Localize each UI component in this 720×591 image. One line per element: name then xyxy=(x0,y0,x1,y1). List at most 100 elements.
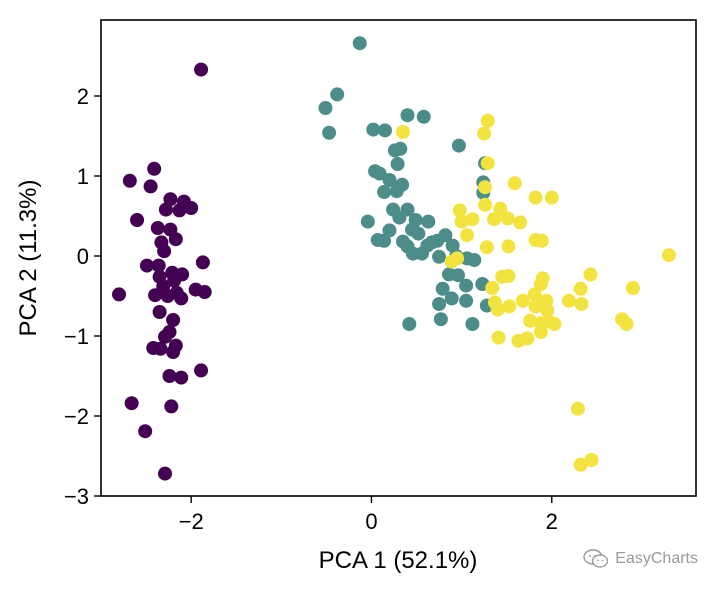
x-tick-label: −2 xyxy=(179,509,204,534)
scatter-point-cluster-1 xyxy=(174,370,189,385)
scatter-point-cluster-3 xyxy=(501,239,516,254)
scatter-point-cluster-2 xyxy=(322,125,337,140)
scatter-point-cluster-1 xyxy=(194,62,209,77)
scatter-point-cluster-2 xyxy=(459,293,474,308)
y-axis-title: PCA 2 (11.3%) xyxy=(15,180,42,337)
scatter-point-cluster-2 xyxy=(432,297,447,311)
scatter-point-cluster-1 xyxy=(158,202,173,217)
y-tick-label: −2 xyxy=(64,404,89,429)
watermark-text: EasyCharts xyxy=(615,550,698,567)
scatter-point-cluster-1 xyxy=(174,291,189,306)
scatter-point-cluster-3 xyxy=(583,267,598,282)
scatter-points xyxy=(112,36,676,481)
scatter-point-cluster-2 xyxy=(411,226,426,241)
scatter-point-cluster-3 xyxy=(527,287,542,302)
scatter-point-cluster-3 xyxy=(452,203,467,218)
scatter-point-cluster-2 xyxy=(377,233,392,248)
scatter-point-cluster-1 xyxy=(151,258,166,273)
scatter-point-cluster-3 xyxy=(487,212,502,227)
scatter-point-cluster-3 xyxy=(528,299,543,314)
scatter-point-cluster-1 xyxy=(195,255,210,270)
scatter-point-cluster-3 xyxy=(533,325,548,339)
y-tick-label: −1 xyxy=(64,324,89,349)
scatter-point-cluster-1 xyxy=(112,287,127,302)
scatter-point-cluster-1 xyxy=(148,288,163,303)
scatter-point-cluster-3 xyxy=(460,228,475,243)
scatter-point-cluster-2 xyxy=(392,210,407,225)
scatter-point-cluster-3 xyxy=(480,113,495,128)
scatter-point-cluster-2 xyxy=(435,281,450,296)
scatter-point-cluster-3 xyxy=(478,180,493,195)
wechat-icon xyxy=(583,549,609,568)
scatter-point-cluster-3 xyxy=(547,317,562,331)
scatter-point-cluster-3 xyxy=(661,248,676,263)
scatter-point-cluster-1 xyxy=(153,341,168,356)
scatter-point-cluster-3 xyxy=(511,333,526,348)
scatter-point-cluster-1 xyxy=(167,273,182,288)
scatter-point-cluster-3 xyxy=(528,190,543,205)
scatter-point-cluster-2 xyxy=(451,138,466,153)
scatter-point-cluster-1 xyxy=(157,244,172,259)
scatter-point-cluster-3 xyxy=(478,197,493,212)
y-tick-label: −3 xyxy=(64,484,89,509)
scatter-point-cluster-3 xyxy=(513,215,528,230)
scatter-point-cluster-2 xyxy=(372,166,387,181)
scatter-point-cluster-2 xyxy=(441,267,456,282)
watermark: EasyCharts xyxy=(583,549,698,569)
scatter-point-cluster-2 xyxy=(390,157,405,171)
scatter-point-cluster-1 xyxy=(194,363,209,378)
y-tick-label: 1 xyxy=(77,164,89,189)
scatter-point-cluster-2 xyxy=(366,122,381,137)
scatter-point-cluster-3 xyxy=(485,281,500,295)
scatter-point-cluster-1 xyxy=(166,345,181,359)
scatter-point-cluster-1 xyxy=(162,369,177,383)
scatter-point-cluster-2 xyxy=(330,87,345,102)
x-tick-label: 2 xyxy=(546,509,558,534)
x-axis-title: PCA 1 (52.1%) xyxy=(319,547,478,574)
x-tick-label: 0 xyxy=(365,509,377,534)
scatter-point-cluster-2 xyxy=(465,317,480,331)
scatter-point-cluster-2 xyxy=(405,246,420,261)
scatter-point-cluster-3 xyxy=(573,281,588,296)
scatter-point-cluster-3 xyxy=(625,281,640,295)
y-tick-label: 2 xyxy=(77,84,89,109)
scatter-point-cluster-3 xyxy=(500,211,515,226)
scatter-point-cluster-2 xyxy=(318,101,333,115)
scatter-point-cluster-2 xyxy=(382,223,397,238)
scatter-point-cluster-3 xyxy=(584,453,599,467)
scatter-point-cluster-3 xyxy=(619,317,634,331)
scatter-point-cluster-3 xyxy=(507,176,522,191)
scatter-point-cluster-3 xyxy=(523,313,538,328)
scatter-point-cluster-3 xyxy=(540,303,555,318)
scatter-point-cluster-1 xyxy=(150,221,165,235)
scatter-point-cluster-2 xyxy=(352,36,367,51)
scatter-point-cluster-3 xyxy=(480,156,495,171)
scatter-point-cluster-2 xyxy=(444,291,459,306)
scatter-point-cluster-1 xyxy=(152,305,167,319)
scatter-point-cluster-3 xyxy=(533,277,548,291)
scatter-point-cluster-1 xyxy=(143,179,158,194)
scatter-point-cluster-1 xyxy=(164,399,179,414)
scatter-point-cluster-2 xyxy=(382,173,397,187)
scatter-point-cluster-2 xyxy=(393,141,408,156)
scatter-point-cluster-3 xyxy=(544,190,559,205)
scatter-point-cluster-1 xyxy=(160,289,175,303)
scatter-point-cluster-2 xyxy=(360,214,375,229)
scatter-point-cluster-3 xyxy=(515,293,530,308)
scatter-point-cluster-3 xyxy=(573,457,588,472)
scatter-point-cluster-2 xyxy=(421,214,436,229)
scatter-point-cluster-3 xyxy=(396,125,411,139)
scatter-point-cluster-3 xyxy=(454,214,469,229)
scatter-point-cluster-3 xyxy=(502,299,517,314)
scatter-point-cluster-1 xyxy=(124,396,139,411)
y-axis-ticks: −3 −2 −1 0 1 2 xyxy=(64,84,101,509)
scatter-point-cluster-3 xyxy=(534,233,549,248)
scatter-point-cluster-2 xyxy=(467,253,482,267)
scatter-point-cluster-3 xyxy=(493,201,508,216)
scatter-point-cluster-3 xyxy=(561,293,576,308)
scatter-point-cluster-1 xyxy=(122,173,137,188)
scatter-point-cluster-3 xyxy=(479,240,494,255)
scatter-point-cluster-3 xyxy=(495,269,510,284)
scatter-point-cluster-2 xyxy=(400,108,415,123)
